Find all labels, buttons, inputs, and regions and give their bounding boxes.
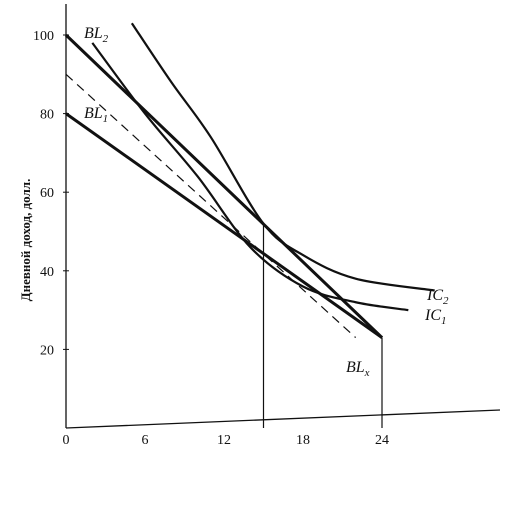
x-axis [65,409,501,429]
series-BL1 [65,112,383,339]
y-tick-label: 60 [40,186,54,201]
y-tick-label: 40 [40,265,54,280]
x-tick-label: 12 [217,433,231,448]
x-tick-label: 18 [296,433,310,448]
y-axis-label: Дневной доход, долл. [18,179,33,302]
series-IC1 [91,42,409,312]
x-tick-label: 24 [375,433,389,448]
chart-lines [64,22,435,428]
y-tick-label: 100 [33,29,54,44]
series-BL2 [64,33,384,339]
label-IC2: IC2 [426,287,449,307]
y-tick-label: 20 [40,343,54,358]
label-IC1: IC1 [424,307,447,327]
series-BLx [65,73,357,339]
series-IC2 [130,22,435,292]
x-tick-label: 6 [142,433,149,448]
label-BL2: BL2 [84,25,109,45]
y-tick-label: 80 [40,108,54,123]
label-BL1: BL1 [84,105,108,125]
x-tick-label: 0 [63,433,70,448]
axes: 0 6 12 18 24 20 40 60 80 100 Дневной доход, долл. [18,4,501,448]
label-BLx: BLx [346,359,370,379]
